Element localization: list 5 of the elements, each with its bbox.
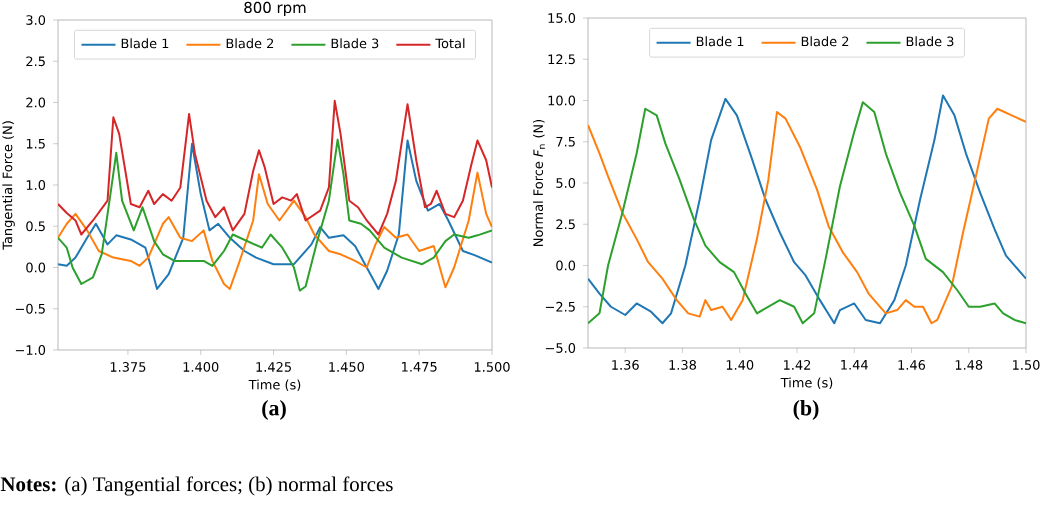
- text: (b): [793, 400, 819, 420]
- text: Notes: (a) Tangential forces; (b) normal forces: [0, 476, 393, 496]
- line-series: [58, 171, 493, 290]
- line-series: [58, 99, 493, 236]
- text: (a): [262, 400, 286, 420]
